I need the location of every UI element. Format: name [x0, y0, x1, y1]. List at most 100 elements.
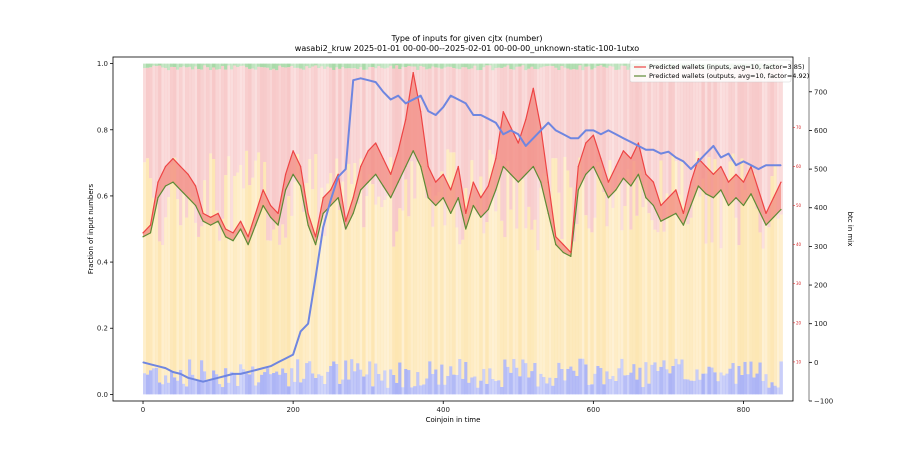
band-blue-129 [530, 371, 534, 395]
band-pink-133 [542, 66, 546, 174]
band-pink-80 [383, 68, 387, 200]
band-pink-174 [665, 66, 669, 194]
band-green-115 [488, 63, 492, 66]
band-pink-180 [683, 68, 687, 206]
band-pink-114 [485, 65, 489, 223]
band-green-126 [521, 63, 525, 66]
band-blue-27 [224, 368, 228, 395]
btc-line-point-12 [232, 373, 234, 375]
band-blue-133 [542, 377, 546, 395]
outputs-line-point-70 [667, 216, 670, 218]
band-yellow-172 [659, 160, 663, 367]
outputs-line-point-57 [570, 255, 572, 257]
band-pink-143 [572, 68, 576, 242]
outputs-line-point-5 [179, 189, 182, 191]
outputs-line-point-35 [405, 165, 407, 168]
band-blue-145 [578, 358, 582, 395]
legend-box [629, 59, 792, 83]
band-blue-5 [158, 382, 162, 395]
band-blue-1 [146, 374, 150, 395]
band-yellow-33 [242, 188, 246, 370]
band-blue-78 [377, 373, 381, 395]
btc-line-point-81 [750, 164, 752, 166]
band-pink-189 [710, 68, 714, 243]
band-blue-87 [404, 369, 408, 395]
inputs-line-point-10 [217, 212, 219, 214]
outputs-line-point-36 [412, 150, 414, 152]
band-pink-84 [395, 65, 399, 232]
band-green-57 [314, 63, 318, 66]
band-blue-10 [173, 377, 177, 395]
band-yellow-167 [644, 179, 648, 363]
outputs-line-point-47 [495, 189, 497, 191]
band-green-71 [356, 63, 360, 69]
band-blue-202 [749, 361, 753, 395]
band-blue-21 [206, 381, 210, 395]
band-blue-11 [176, 380, 180, 395]
band-pink-13 [182, 66, 186, 194]
band-blue-117 [494, 381, 498, 395]
band-yellow-128 [527, 206, 531, 378]
inputs-line-point-35 [405, 118, 407, 121]
outputs-line-point-10 [217, 220, 219, 222]
band-green-51 [296, 63, 300, 68]
band-yellow-76 [371, 184, 375, 387]
band-blue-52 [299, 382, 303, 395]
band-green-89 [410, 63, 414, 67]
band-pink-152 [599, 65, 603, 169]
band-yellow-191 [716, 169, 720, 382]
band-pink-100 [443, 67, 447, 226]
band-green-157 [614, 63, 618, 70]
band-green-14 [185, 63, 189, 68]
band-green-17 [194, 63, 198, 67]
band-yellow-142 [569, 187, 573, 367]
band-yellow-75 [368, 174, 372, 362]
band-green-36 [251, 63, 255, 69]
band-green-125 [518, 63, 522, 67]
band-yellow-119 [500, 220, 504, 387]
inputs-line-point-16 [262, 189, 264, 191]
band-pink-111 [476, 70, 480, 215]
outputs-line-point-54 [547, 212, 549, 214]
band-blue-193 [722, 375, 726, 395]
band-green-13 [182, 63, 186, 67]
outputs-line-point-48 [502, 165, 504, 168]
band-blue-149 [590, 384, 594, 395]
band-blue-124 [515, 367, 519, 395]
band-yellow-34 [245, 150, 249, 374]
band-pink-28 [227, 65, 231, 157]
band-green-152 [599, 63, 603, 66]
band-pink-156 [611, 66, 615, 208]
background-bands [143, 63, 783, 395]
band-blue-107 [464, 361, 468, 395]
y3-tick-label-1: 20 [796, 320, 802, 325]
band-pink-197 [734, 66, 738, 218]
band-blue-108 [467, 382, 471, 395]
band-green-150 [593, 63, 597, 68]
band-yellow-97 [434, 195, 438, 370]
band-blue-18 [197, 379, 201, 395]
band-green-33 [242, 63, 246, 66]
band-yellow-158 [617, 173, 621, 369]
band-pink-172 [659, 67, 663, 161]
band-blue-190 [713, 372, 717, 395]
band-yellow-14 [185, 217, 189, 387]
band-pink-23 [212, 67, 216, 160]
outputs-line-point-32 [382, 185, 384, 187]
band-pink-67 [344, 68, 348, 230]
band-pink-16 [191, 69, 195, 197]
band-pink-52 [299, 68, 303, 175]
band-pink-204 [755, 69, 759, 209]
band-yellow-120 [503, 237, 507, 360]
band-pink-98 [437, 67, 441, 193]
inputs-line-point-24 [322, 197, 324, 199]
outputs-line-point-85 [780, 208, 782, 211]
band-green-156 [611, 63, 615, 67]
band-blue-73 [362, 376, 366, 395]
band-yellow-38 [257, 152, 261, 383]
inputs-line-point-43 [465, 212, 467, 214]
band-yellow-182 [689, 217, 693, 381]
band-green-21 [206, 63, 210, 68]
band-pink-167 [644, 68, 648, 180]
btc-line-point-34 [397, 95, 399, 97]
